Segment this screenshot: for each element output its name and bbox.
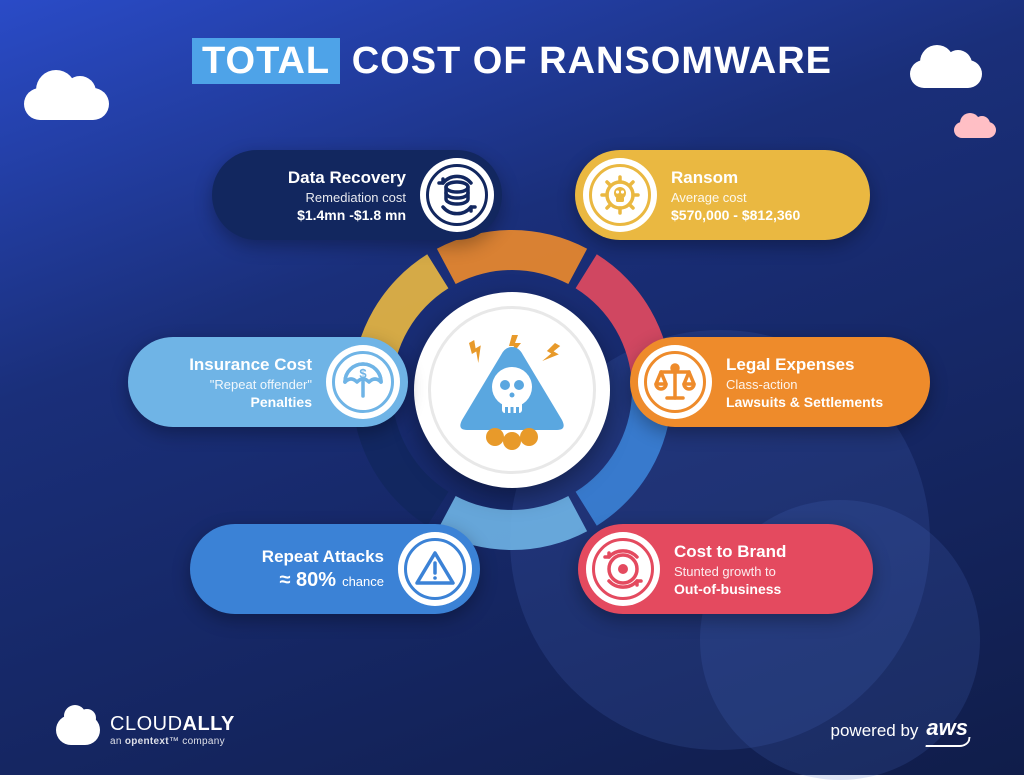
pill-title: Repeat Attacks	[262, 547, 384, 567]
pill-value: $1.4mn -$1.8 mn	[288, 207, 406, 223]
cloud-decoration	[24, 88, 109, 120]
pill-subtitle: ≈ 80%	[280, 569, 337, 591]
pill-subtitle: Remediation cost	[288, 190, 406, 205]
cost-pill-legal: Legal Expenses Class-action Lawsuits & Set…	[630, 337, 930, 427]
cost-pill-brand: Cost to Brand Stunted growth to Out-of-bus…	[578, 524, 873, 614]
footer: CLOUDALLY an opentext™ company powered b…	[0, 713, 1024, 747]
pill-value: $570,000 - $812,360	[671, 207, 800, 223]
pill-title: Data Recovery	[288, 168, 406, 188]
warning-icon	[398, 532, 472, 606]
pill-value: Lawsuits & Settlements	[726, 394, 883, 410]
center-medallion	[414, 292, 610, 488]
page-title: TOTAL COST OF RANSOMWARE	[0, 40, 1024, 83]
cost-pill-repeat: Repeat Attacks≈ 80% chance	[190, 524, 480, 614]
pill-title: Legal Expenses	[726, 355, 883, 375]
gear-skull-icon	[583, 158, 657, 232]
scales-icon	[638, 345, 712, 419]
cloud-icon	[56, 715, 100, 745]
pill-title: Insurance Cost	[189, 355, 312, 375]
cost-pill-data-recovery: Data Recovery Remediation cost $1.4mn -$1.…	[212, 150, 502, 240]
pill-subtitle: Average cost	[671, 190, 800, 205]
cost-pill-insurance: Insurance Cost "Repeat offender" Penalties…	[128, 337, 408, 427]
umbrella-dollar-icon: $	[326, 345, 400, 419]
pill-title: Ransom	[671, 168, 800, 188]
pill-subtitle: "Repeat offender"	[189, 377, 312, 392]
pill-subtitle: Class-action	[726, 377, 883, 392]
title-rest: COST OF RANSOMWARE	[352, 40, 832, 82]
aws-logo: aws	[926, 715, 968, 747]
svg-text:$: $	[359, 366, 367, 381]
pill-value: Penalties	[189, 394, 312, 410]
powered-label: powered by	[831, 721, 919, 741]
pill-subtitle: Stunted growth to	[674, 564, 786, 579]
title-highlight: TOTAL	[192, 38, 340, 84]
ransomware-icon	[447, 325, 577, 455]
pill-title: Cost to Brand	[674, 542, 786, 562]
powered-by-aws: powered by aws	[831, 715, 968, 747]
cost-pill-ransom: Ransom Average cost $570,000 - $812,360	[575, 150, 870, 240]
cloud-decoration	[954, 122, 996, 138]
pill-value: Out-of-business	[674, 581, 786, 597]
pill-value: chance	[342, 574, 384, 589]
database-refresh-icon	[420, 158, 494, 232]
target-refresh-icon	[586, 532, 660, 606]
brand-name-bold: ALLY	[183, 713, 235, 735]
cloudally-logo: CLOUDALLY an opentext™ company	[56, 713, 235, 747]
brand-name-light: CLOUD	[110, 713, 183, 735]
